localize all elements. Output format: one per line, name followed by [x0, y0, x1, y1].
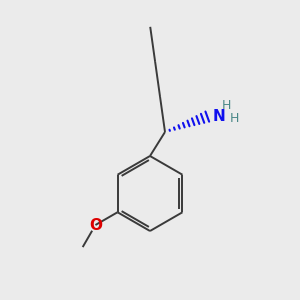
- Text: N: N: [213, 109, 225, 124]
- Text: O: O: [89, 218, 102, 232]
- Text: H: H: [230, 112, 239, 125]
- Text: H: H: [222, 99, 231, 112]
